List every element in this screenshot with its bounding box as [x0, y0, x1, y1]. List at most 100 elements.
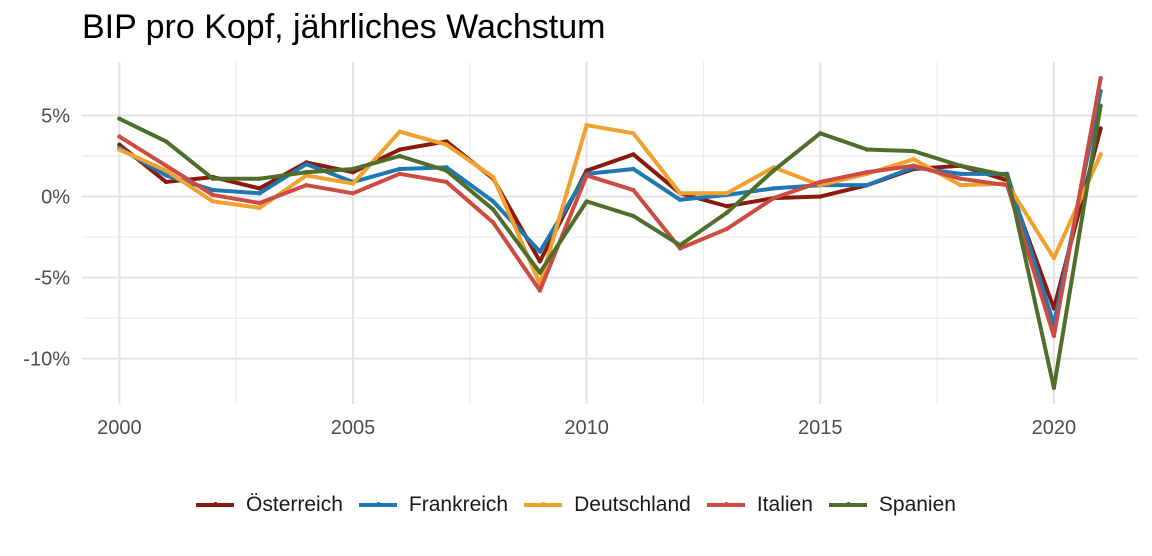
- legend-item: Italien: [707, 493, 813, 517]
- data-point: [257, 177, 261, 181]
- data-point: [538, 288, 542, 292]
- legend-item: Frankreich: [359, 493, 508, 517]
- data-point: [257, 201, 261, 205]
- data-point: [398, 172, 402, 176]
- y-tick-label: 0%: [41, 187, 70, 209]
- data-point: [818, 180, 822, 184]
- data-point: [1052, 386, 1056, 390]
- data-point: [117, 134, 121, 138]
- legend-item: Spanien: [829, 493, 956, 517]
- x-tick-label: 2000: [97, 417, 142, 439]
- legend-swatch: [829, 503, 867, 507]
- data-point: [631, 188, 635, 192]
- legend-swatch: [524, 503, 562, 507]
- data-point: [678, 191, 682, 195]
- data-point: [164, 180, 168, 184]
- data-point: [491, 175, 495, 179]
- data-point: [1098, 104, 1102, 108]
- data-point: [631, 167, 635, 171]
- data-point: [912, 157, 916, 161]
- data-point: [211, 193, 215, 197]
- data-point: [818, 194, 822, 198]
- data-point: [912, 149, 916, 153]
- x-tick-label: 2020: [1032, 417, 1077, 439]
- data-point: [257, 206, 261, 210]
- x-tick-label: 2010: [564, 417, 609, 439]
- data-point: [865, 170, 869, 174]
- data-point: [304, 183, 308, 187]
- legend-swatch: [707, 503, 745, 507]
- y-axis-tick-labels: 5% 0% -5% -10%: [23, 105, 70, 370]
- series-line: [119, 125, 1100, 284]
- y-tick-label: -5%: [34, 268, 70, 290]
- legend-label: Frankreich: [409, 493, 508, 517]
- legend-label: Spanien: [879, 493, 956, 517]
- series-spanien: [117, 104, 1103, 390]
- data-point: [257, 186, 261, 190]
- data-point: [1052, 334, 1056, 338]
- data-point: [725, 211, 729, 215]
- legend-label: Deutschland: [574, 493, 691, 517]
- legend-swatch: [196, 503, 234, 507]
- data-point: [678, 243, 682, 247]
- gridlines: [82, 62, 1138, 404]
- data-point: [584, 199, 588, 203]
- data-point: [958, 183, 962, 187]
- x-tick-label: 2015: [798, 417, 843, 439]
- legend-item: Deutschland: [524, 493, 691, 517]
- y-tick-label: 5%: [41, 105, 70, 127]
- legend: Österreich Frankreich Deutschland Italien Sp…: [0, 488, 1152, 522]
- data-point: [164, 139, 168, 143]
- data-point: [771, 168, 775, 172]
- data-point: [958, 177, 962, 181]
- data-point: [398, 154, 402, 158]
- data-point: [491, 199, 495, 203]
- data-point: [725, 227, 729, 231]
- data-point: [491, 220, 495, 224]
- data-point: [398, 129, 402, 133]
- data-point: [631, 131, 635, 135]
- data-point: [538, 271, 542, 275]
- data-point: [725, 204, 729, 208]
- data-point: [304, 170, 308, 174]
- data-point: [678, 198, 682, 202]
- data-point: [117, 117, 121, 121]
- data-point: [538, 259, 542, 263]
- legend-swatch: [359, 503, 397, 507]
- data-point: [444, 142, 448, 146]
- data-point: [351, 191, 355, 195]
- legend-item: Österreich: [196, 493, 343, 517]
- legend-label: Österreich: [246, 493, 343, 517]
- data-point: [912, 164, 916, 168]
- data-point: [304, 162, 308, 166]
- data-point: [631, 152, 635, 156]
- data-point: [818, 131, 822, 135]
- data-point: [631, 214, 635, 218]
- data-point: [444, 180, 448, 184]
- data-point: [444, 168, 448, 172]
- data-point: [584, 123, 588, 127]
- data-point: [211, 199, 215, 203]
- data-point: [1098, 152, 1102, 156]
- data-point: [1052, 256, 1056, 260]
- data-point: [725, 191, 729, 195]
- data-point: [865, 183, 869, 187]
- data-point: [771, 186, 775, 190]
- y-tick-label: -10%: [23, 349, 70, 371]
- data-point: [398, 147, 402, 151]
- series-österreich: [117, 126, 1103, 310]
- data-point: [958, 172, 962, 176]
- data-point: [117, 147, 121, 151]
- data-point: [1098, 76, 1102, 80]
- data-point: [164, 168, 168, 172]
- data-point: [211, 177, 215, 181]
- legend-label: Italien: [757, 493, 813, 517]
- data-point: [584, 173, 588, 177]
- data-point: [351, 181, 355, 185]
- data-point: [257, 191, 261, 195]
- line-chart: 5%0%-5%-10% 20002005201020152020: [0, 0, 1152, 480]
- data-point: [164, 164, 168, 168]
- x-axis-tick-labels: 20002005201020152020: [97, 417, 1076, 439]
- data-point: [351, 167, 355, 171]
- data-point: [538, 249, 542, 253]
